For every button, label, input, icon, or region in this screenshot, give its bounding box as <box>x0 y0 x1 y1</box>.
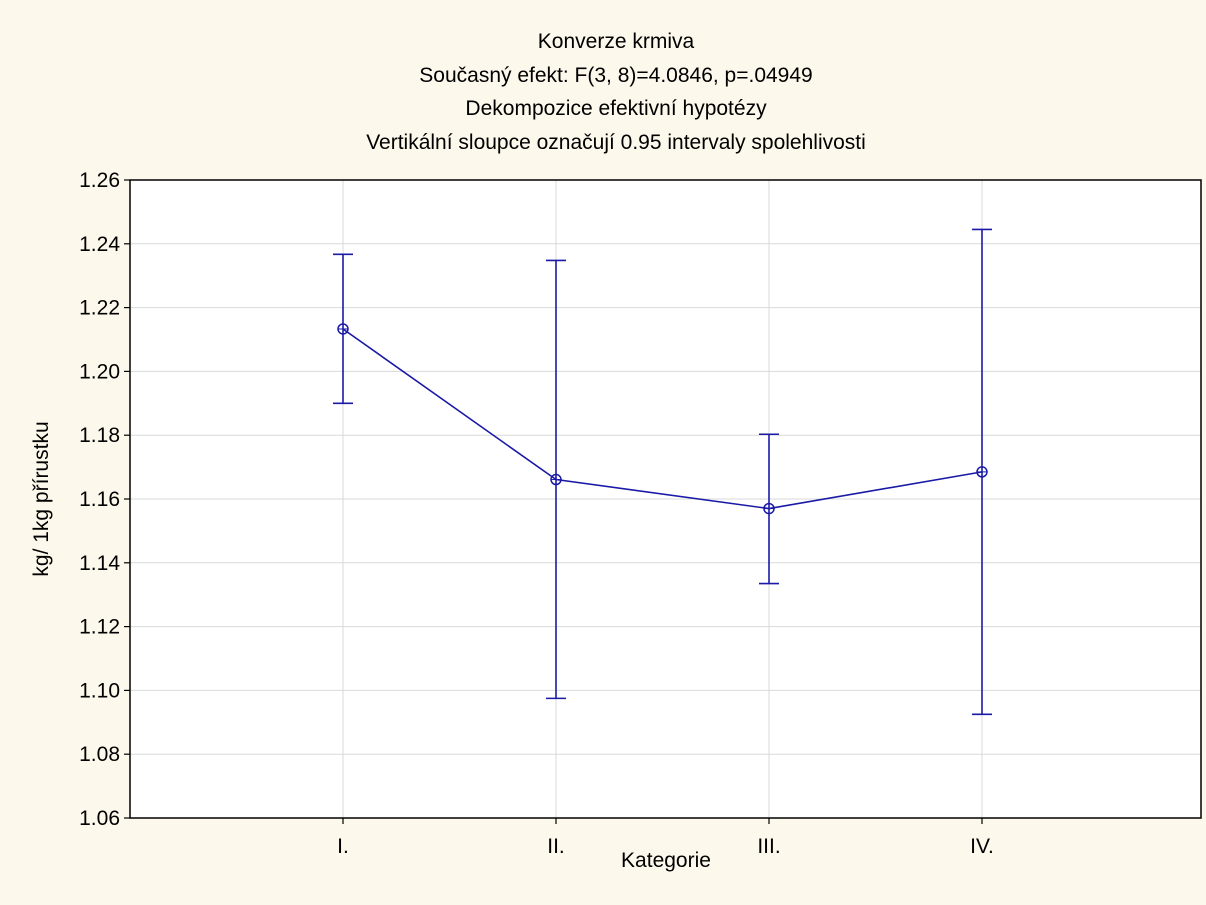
y-tick-label: 1.18 <box>79 424 120 447</box>
y-tick-label: 1.26 <box>79 169 120 192</box>
title-line-3: Dekompozice efektivní hypotézy <box>465 97 767 120</box>
y-tick-label: 1.10 <box>79 679 120 702</box>
x-axis-label: Kategorie <box>621 849 711 872</box>
title-line-1: Konverze krmiva <box>538 30 695 53</box>
title-line-2: Současný efekt: F(3, 8)=4.0846, p=.04949 <box>419 64 812 87</box>
x-tick-label: III. <box>757 835 780 858</box>
x-axis-ticks: I. II. III. IV. <box>337 818 994 858</box>
y-tick-label: 1.22 <box>79 297 120 320</box>
x-tick-label: IV. <box>970 835 994 858</box>
chart-title: Konverze krmiva Současný efekt: F(3, 8)=… <box>366 30 866 154</box>
y-tick-label: 1.08 <box>79 743 120 766</box>
series-line <box>342 328 983 510</box>
series-group <box>333 228 992 716</box>
y-tick-label: 1.12 <box>79 616 120 639</box>
plot-frame <box>129 179 1202 819</box>
y-axis-label: kg/ 1kg přírustku <box>30 421 53 576</box>
y-tick-label: 1.06 <box>79 807 120 830</box>
y-axis-ticks: 1.06 1.08 1.10 1.12 1.14 1.16 1.18 1.20 1.22 1.24… <box>79 169 130 830</box>
y-tick-label: 1.16 <box>79 488 120 511</box>
x-tick-label: II. <box>547 835 565 858</box>
y-tick-label: 1.24 <box>79 233 120 256</box>
x-tick-label: I. <box>337 835 349 858</box>
y-tick-label: 1.20 <box>79 360 120 383</box>
title-line-4: Vertikální sloupce označují 0.95 interva… <box>366 131 866 154</box>
y-tick-label: 1.14 <box>79 552 120 575</box>
